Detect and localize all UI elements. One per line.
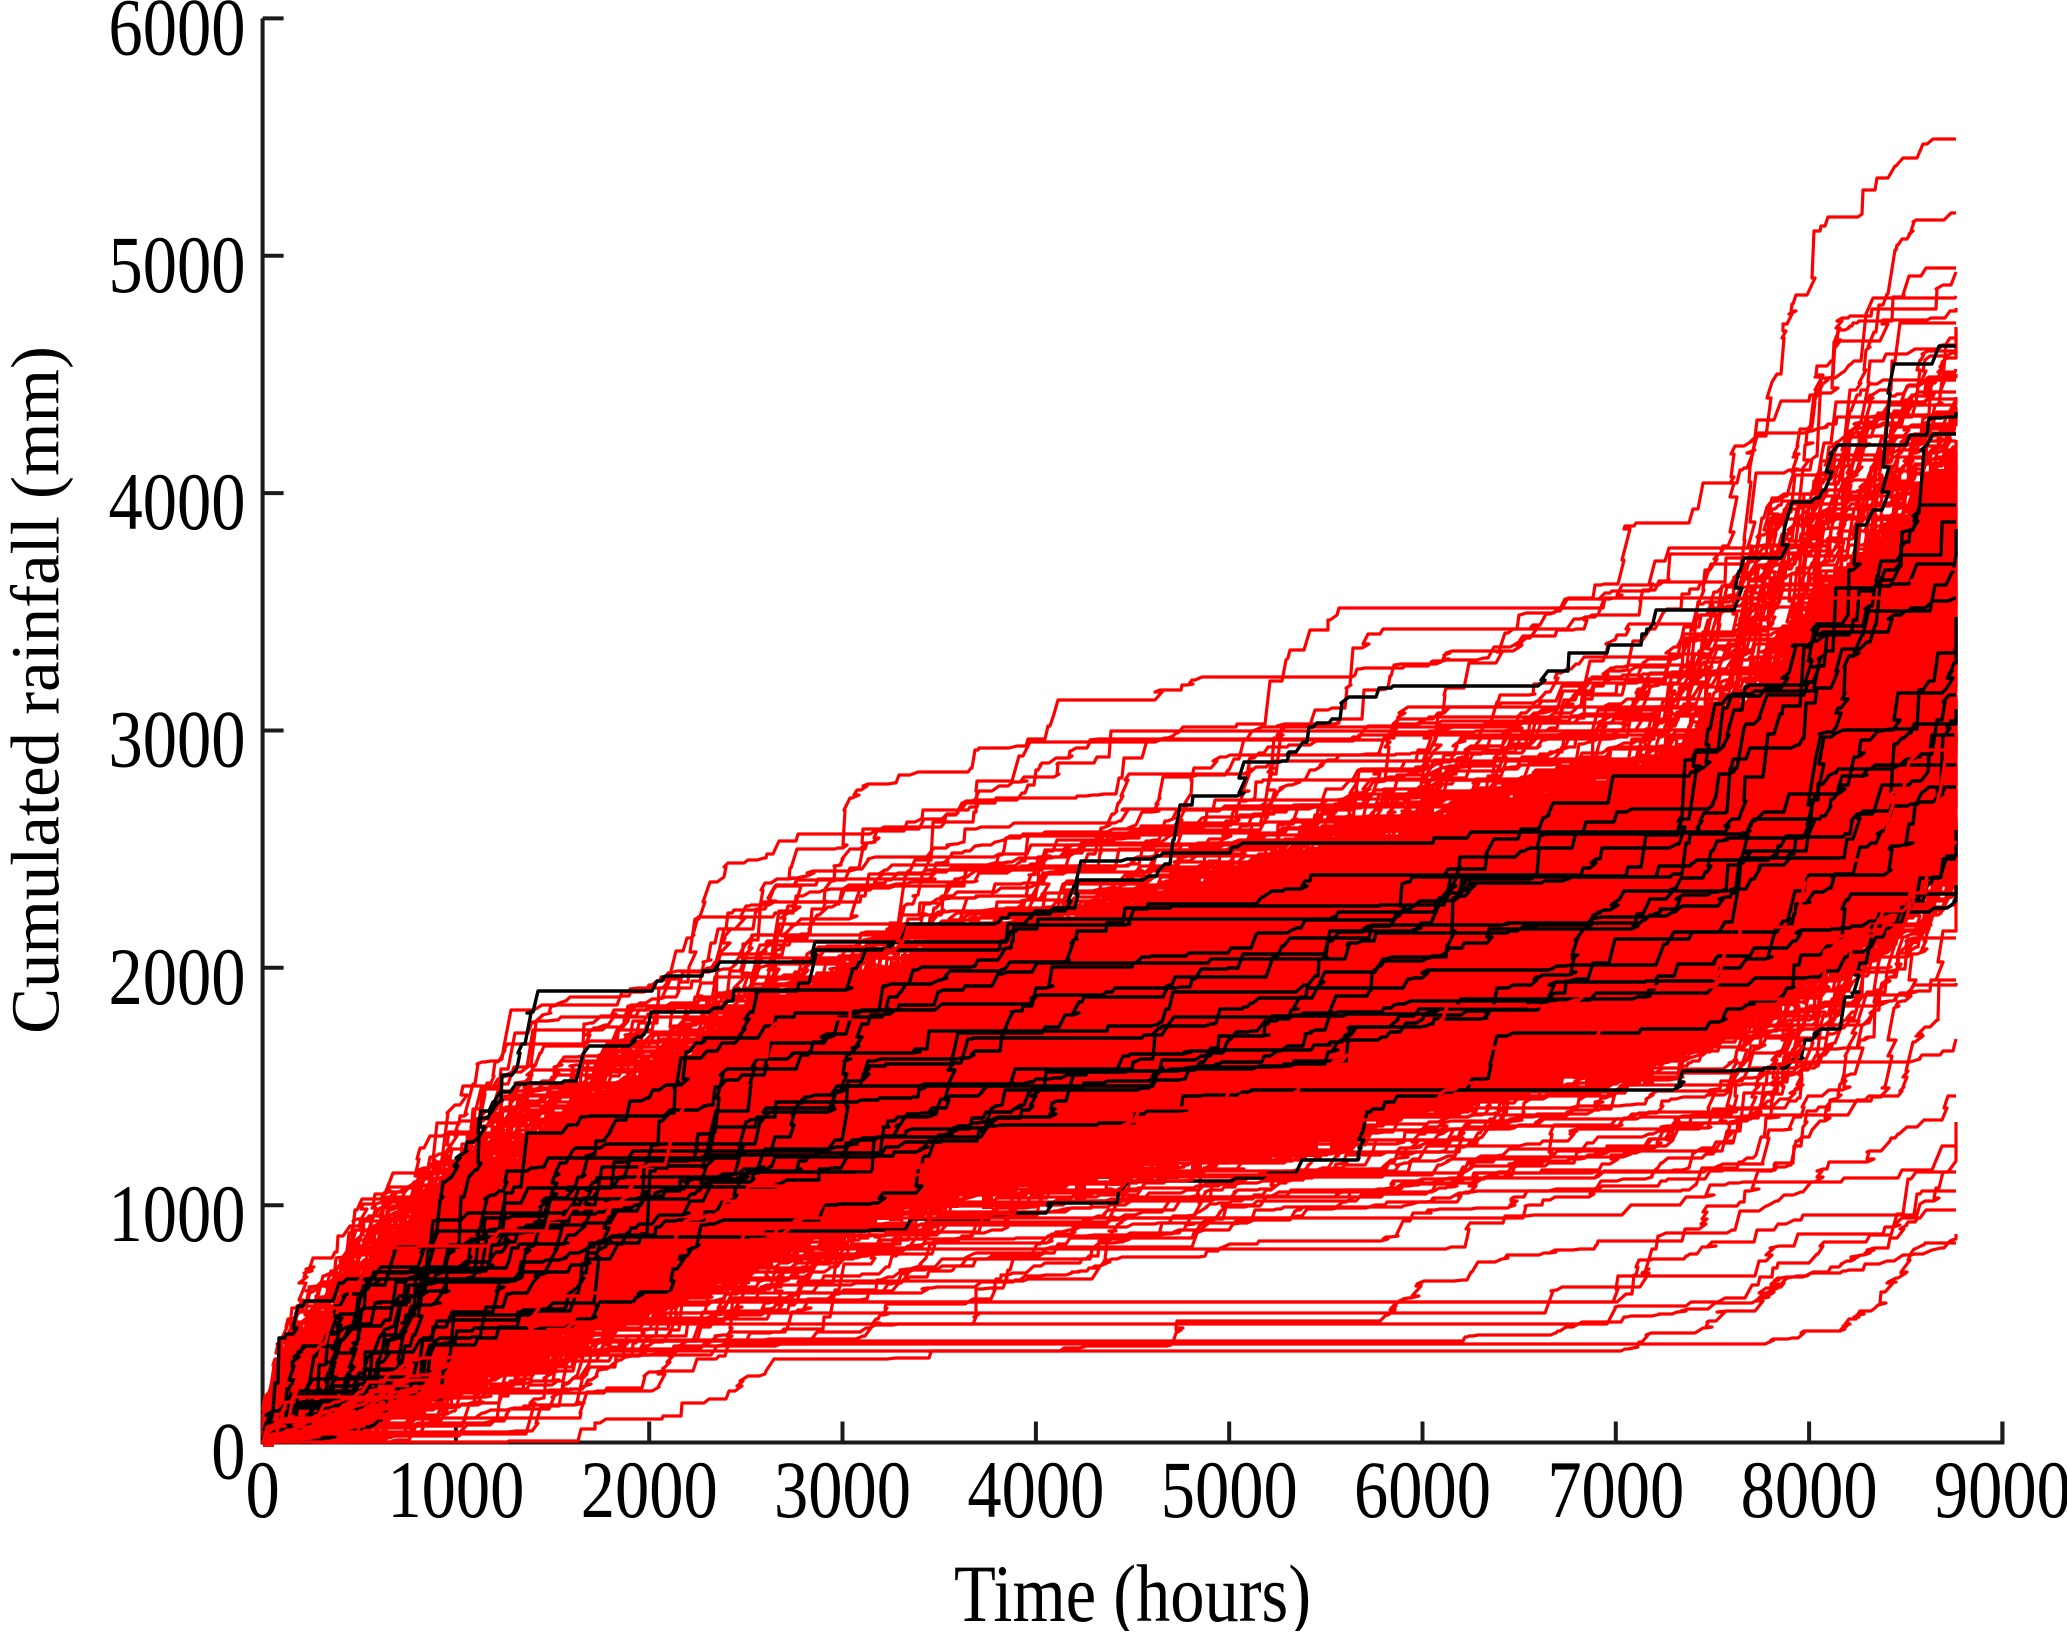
svg-text:1000: 1000 [109,1170,246,1260]
svg-text:0: 0 [245,1446,279,1536]
svg-text:2000: 2000 [109,932,246,1022]
svg-text:2000: 2000 [581,1446,718,1536]
svg-text:5000: 5000 [109,220,246,310]
svg-text:7000: 7000 [1547,1446,1684,1536]
svg-text:6000: 6000 [1354,1446,1491,1536]
svg-text:5000: 5000 [1161,1446,1298,1536]
svg-text:Cumulated rainfall (mm): Cumulated rainfall (mm) [0,346,74,1034]
svg-text:1000: 1000 [387,1446,524,1536]
svg-text:8000: 8000 [1741,1446,1878,1536]
svg-text:0: 0 [211,1407,245,1497]
svg-text:4000: 4000 [967,1446,1104,1536]
svg-text:3000: 3000 [774,1446,911,1536]
svg-text:Time (hours): Time (hours) [954,1550,1311,1631]
svg-text:6000: 6000 [109,0,246,73]
svg-text:4000: 4000 [109,458,246,548]
svg-text:3000: 3000 [109,695,246,785]
svg-text:9000: 9000 [1934,1446,2067,1536]
